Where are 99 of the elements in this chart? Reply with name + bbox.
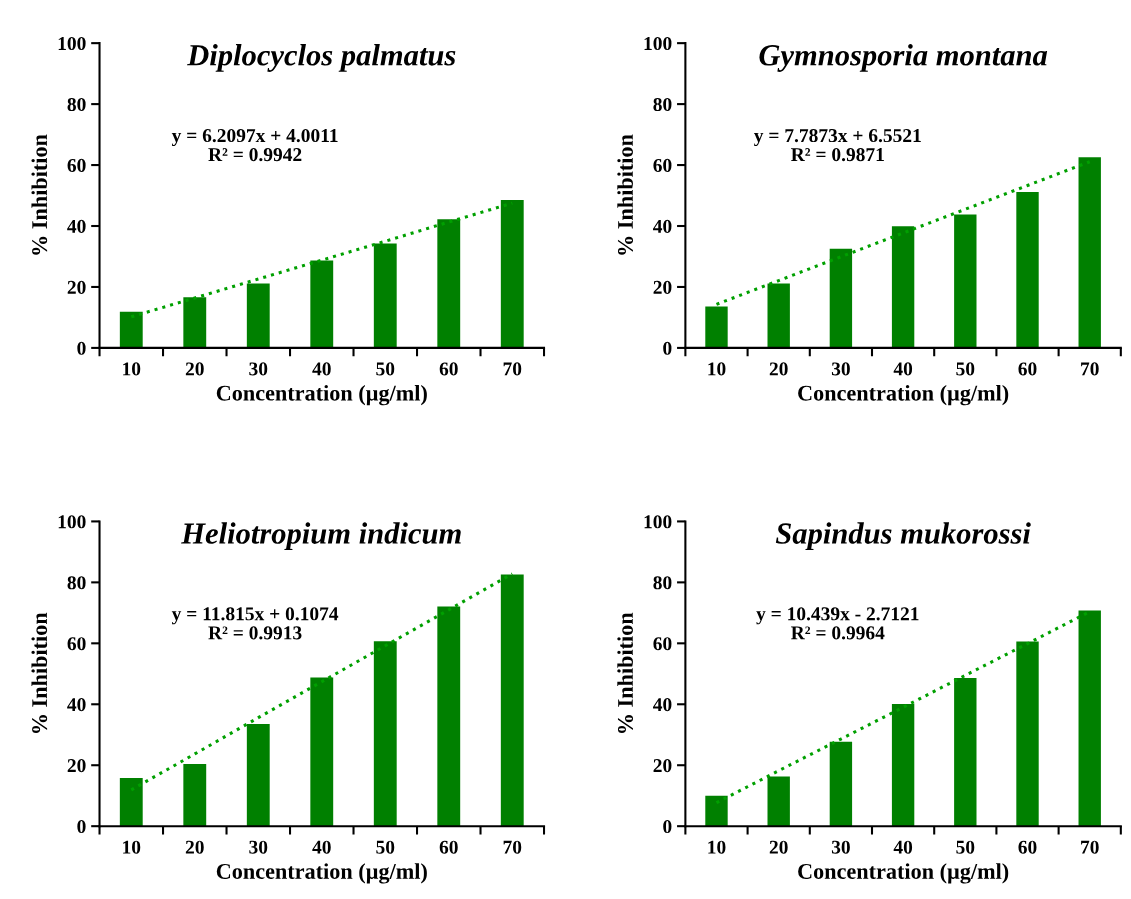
bar	[1016, 641, 1039, 827]
x-tick-label: 20	[185, 840, 204, 854]
y-axis-title: % Inhibition	[617, 612, 634, 733]
y-tick-label: 100	[644, 515, 672, 529]
x-tick-label: 30	[249, 840, 268, 854]
bar	[500, 200, 524, 348]
bar	[767, 776, 790, 827]
annotation: y = 11.815x + 0.1074 R² = 0.9913	[171, 607, 339, 640]
x-tick-label: 50	[956, 840, 975, 854]
y-tick-label: 20	[653, 759, 672, 773]
bar	[1016, 191, 1039, 348]
x-tick-label: 30	[249, 362, 268, 376]
line-series	[714, 160, 1092, 306]
x-axis-title: Concentration (µg/ml)	[798, 384, 1009, 406]
line-series	[129, 572, 514, 792]
annotation: y = 10.439x - 2.7121 R² = 0.9964	[756, 607, 919, 640]
x-tick-label: 40	[893, 840, 913, 854]
x-tick-label: 30	[831, 840, 850, 854]
bar	[829, 741, 853, 827]
x-tick-label: 30	[831, 362, 850, 376]
y-tick-label: 40	[653, 219, 672, 233]
bar	[246, 283, 270, 348]
y-tick-label: 0	[77, 341, 86, 355]
bar	[767, 283, 790, 348]
bar	[500, 574, 524, 827]
y-tick-label: 40	[653, 698, 672, 712]
bar	[310, 677, 334, 827]
x-axis-title: Concentration (µg/ml)	[798, 863, 1009, 884]
bar	[183, 297, 207, 348]
bar	[119, 778, 143, 827]
bar	[437, 219, 461, 348]
y-tick-label: 80	[67, 97, 86, 112]
x-tick-label: 40	[893, 362, 913, 376]
bar	[246, 724, 270, 827]
bar	[119, 311, 143, 348]
y-tick-label: 40	[67, 698, 86, 712]
y-tick-label: 60	[67, 637, 86, 651]
x-tick-label: 10	[708, 362, 726, 376]
x-tick-label: 20	[769, 362, 788, 376]
x-tick-label: 50	[376, 840, 395, 854]
bar	[829, 248, 853, 348]
x-tick-label: 70	[1081, 362, 1099, 376]
bar	[1078, 610, 1101, 827]
x-tick-label: 20	[769, 840, 788, 854]
y-axis-title: % Inhibition	[617, 134, 634, 255]
y-tick-label: 100	[644, 36, 672, 51]
chart-title: Gymnosporia montana	[759, 44, 1048, 72]
x-tick-label: 10	[708, 840, 726, 854]
y-tick-label: 0	[663, 820, 672, 834]
annotation: y = 7.7873x + 6.5521 R² = 0.9871	[753, 128, 921, 162]
y-tick-label: 100	[58, 36, 86, 51]
x-tick-label: 40	[312, 840, 331, 854]
x-tick-label: 20	[185, 362, 204, 376]
x-axis-title: Concentration (µg/ml)	[216, 384, 427, 406]
x-tick-label: 50	[956, 362, 975, 376]
x-tick-label: 70	[1081, 840, 1099, 854]
y-tick-label: 40	[67, 219, 86, 233]
x-tick-label: 70	[503, 840, 522, 854]
y-tick-label: 60	[653, 158, 672, 172]
x-axis-title: Concentration (µg/ml)	[216, 863, 427, 884]
x-tick-label: 60	[439, 362, 458, 376]
bar	[954, 214, 977, 348]
x-tick-label: 10	[123, 840, 141, 854]
bar	[373, 243, 397, 348]
chart-title: Heliotropium indicum	[181, 522, 461, 551]
bar	[891, 226, 915, 348]
annotation: y = 6.2097x + 4.0011 R² = 0.9942	[171, 128, 338, 162]
y-tick-label: 0	[77, 820, 86, 834]
x-tick-label: 60	[439, 840, 458, 854]
bar	[1078, 157, 1101, 348]
x-tick-label: 60	[1018, 362, 1037, 376]
chart-title: Diplocyclos palmatus	[187, 44, 456, 72]
y-axis-title: % Inhibition	[31, 612, 48, 733]
y-tick-label: 0	[663, 341, 672, 355]
y-tick-label: 80	[67, 576, 86, 590]
line-series	[129, 201, 514, 319]
x-tick-label: 10	[123, 362, 141, 376]
bar	[954, 678, 977, 827]
y-tick-label: 60	[67, 158, 86, 172]
y-tick-label: 100	[58, 515, 86, 529]
y-tick-label: 80	[653, 576, 672, 590]
x-tick-label: 40	[312, 362, 331, 376]
y-tick-label: 20	[67, 759, 86, 773]
y-tick-label: 60	[653, 637, 672, 651]
x-tick-label: 60	[1018, 840, 1037, 854]
bar	[891, 703, 915, 827]
x-tick-label: 50	[376, 362, 395, 376]
bar	[373, 641, 397, 827]
x-tick-label: 70	[503, 362, 522, 376]
bar	[705, 306, 728, 348]
bar	[183, 764, 207, 827]
y-tick-label: 80	[653, 97, 672, 112]
y-axis-title: % Inhibition	[31, 134, 48, 255]
y-tick-label: 20	[67, 280, 86, 294]
bar	[705, 795, 728, 827]
y-tick-label: 20	[653, 280, 672, 294]
bar	[310, 260, 334, 348]
bar	[437, 606, 461, 827]
chart-title: Sapindus mukorossi	[775, 522, 1031, 551]
